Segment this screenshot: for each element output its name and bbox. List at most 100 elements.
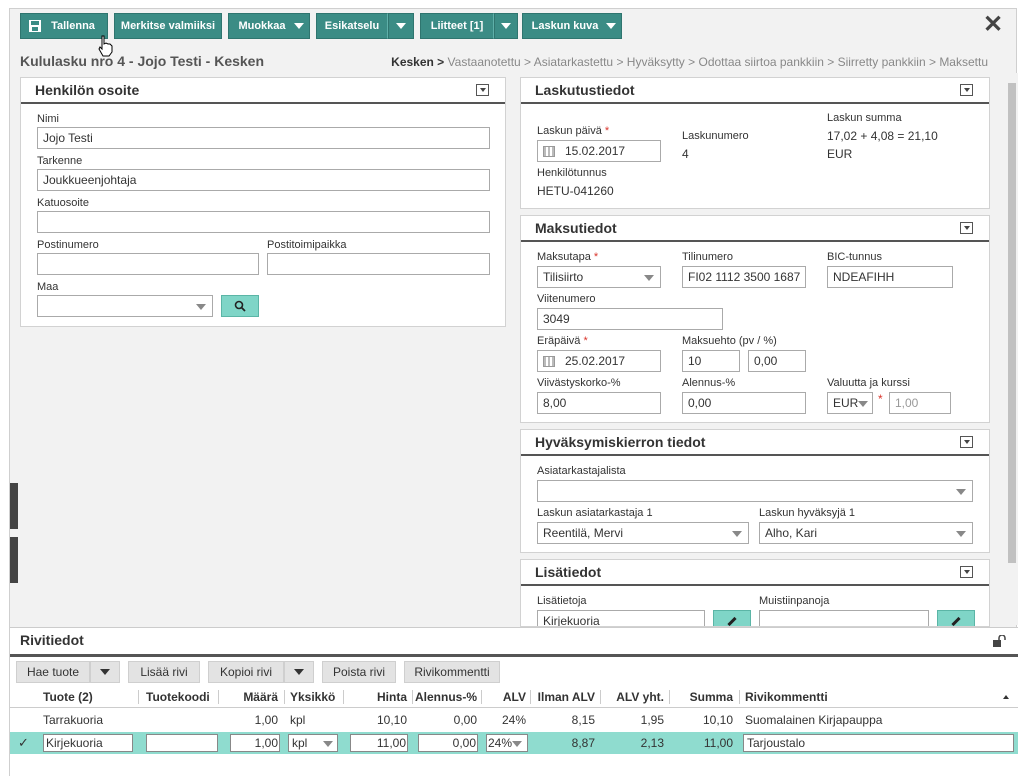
column-header[interactable]: Alennus-% bbox=[414, 690, 477, 704]
attachments-button[interactable]: Liitteet [1] bbox=[420, 13, 494, 39]
country-select[interactable] bbox=[37, 295, 213, 317]
product-cell-input[interactable] bbox=[43, 734, 133, 752]
scrollbar-thumb[interactable] bbox=[1008, 83, 1016, 563]
column-header[interactable]: ALV yht. bbox=[616, 690, 664, 704]
invoice-date-label: Laskun päivä * bbox=[537, 125, 610, 137]
step: Hyväksytty > bbox=[626, 55, 696, 69]
close-icon[interactable]: ✕ bbox=[982, 11, 1004, 38]
panel-title: Lisätiedot bbox=[535, 564, 602, 580]
comment-cell-input[interactable] bbox=[743, 734, 1014, 752]
side-panel-handle[interactable] bbox=[10, 537, 18, 583]
rows-section: Rivitiedot Hae tuote Lisää rivi Kopioi r… bbox=[10, 627, 1018, 777]
collapse-icon[interactable] bbox=[476, 84, 489, 96]
row-comments-button[interactable]: Rivikommentti bbox=[404, 661, 500, 683]
preview-button[interactable]: Esikatselu bbox=[316, 13, 388, 39]
column-header[interactable]: Hinta bbox=[377, 690, 407, 704]
collapse-icon[interactable] bbox=[960, 566, 973, 578]
page-title: Kululasku nro 4 - Jojo Testi - Kesken bbox=[20, 53, 265, 69]
mark-ready-button[interactable]: Merkitse valmiiksi bbox=[114, 13, 222, 39]
floppy-disk-icon bbox=[29, 20, 42, 32]
edit-notes-button[interactable] bbox=[937, 610, 975, 626]
interest-input[interactable]: 8,00 bbox=[537, 392, 661, 414]
required-marker: * bbox=[878, 392, 883, 406]
edit-menu-button[interactable]: Muokkaa bbox=[228, 13, 310, 39]
rows-title: Rivitiedot bbox=[20, 632, 84, 648]
copy-row-dropdown[interactable] bbox=[284, 661, 314, 683]
panel-title: Maksutiedot bbox=[535, 220, 617, 236]
column-header[interactable]: Yksikkö bbox=[290, 690, 336, 704]
postal-input[interactable] bbox=[37, 253, 259, 275]
invoice-date-input[interactable]: 15.02.2017 bbox=[537, 140, 661, 162]
preview-dropdown-button[interactable] bbox=[388, 13, 414, 39]
search-country-button[interactable] bbox=[221, 295, 259, 317]
calendar-icon bbox=[543, 145, 555, 157]
collapse-icon[interactable] bbox=[960, 222, 973, 234]
column-header[interactable]: Summa bbox=[689, 690, 733, 704]
city-input[interactable] bbox=[267, 253, 490, 275]
terms-days-input[interactable]: 10 bbox=[682, 350, 740, 372]
checker-select[interactable]: Reentilä, Mervi bbox=[537, 522, 749, 544]
exchange-rate-input[interactable]: 1,00 bbox=[889, 392, 951, 414]
column-header[interactable]: Määrä bbox=[243, 690, 278, 704]
side-panel-handle[interactable] bbox=[10, 483, 18, 529]
column-header[interactable]: Tuote (2) bbox=[43, 690, 93, 704]
quantity-cell-input[interactable] bbox=[230, 734, 280, 752]
discount-label: Alennus-% bbox=[682, 377, 736, 389]
step: Maksettu bbox=[939, 55, 988, 69]
collapse-icon[interactable] bbox=[960, 436, 973, 448]
code-cell-input[interactable] bbox=[146, 734, 218, 752]
payment-panel: Maksutiedot Maksutapa * Tilisiirto Tilin… bbox=[520, 215, 990, 423]
extra-input[interactable]: Joukkueenjohtaja bbox=[37, 169, 490, 191]
vat-cell-select[interactable] bbox=[486, 734, 528, 752]
payment-method-select[interactable]: Tilisiirto bbox=[537, 266, 661, 288]
delete-row-button[interactable]: Poista rivi bbox=[322, 661, 396, 683]
sort-asc-icon[interactable] bbox=[1003, 695, 1009, 699]
invoice-number-label: Laskunumero bbox=[682, 130, 749, 142]
column-header[interactable]: ALV bbox=[502, 690, 526, 704]
approver-select[interactable]: Alho, Kari bbox=[759, 522, 973, 544]
scrollbar[interactable] bbox=[1006, 73, 1018, 625]
unlock-icon[interactable] bbox=[992, 635, 1006, 647]
notes-input[interactable] bbox=[759, 610, 929, 626]
add-row-button[interactable]: Lisää rivi bbox=[128, 661, 200, 683]
billing-panel: Laskutustiedot Laskun päivä * 15.02.2017… bbox=[520, 77, 990, 209]
name-input[interactable]: Jojo Testi bbox=[37, 127, 490, 149]
city-label: Postitoimipaikka bbox=[267, 239, 347, 251]
invoice-number-value: 4 bbox=[682, 147, 689, 161]
table-row-selected[interactable]: ✓ Kirjekuoria 1,00 kpl 11,00 0,00 24% 8,… bbox=[10, 732, 1018, 754]
bic-input[interactable]: NDEAFIHH bbox=[827, 266, 953, 288]
due-date-input[interactable]: 25.02.2017 bbox=[537, 350, 661, 372]
chevron-down-icon bbox=[100, 669, 110, 675]
invoice-image-button[interactable]: Laskun kuva bbox=[522, 13, 622, 39]
column-header[interactable]: Tuotekoodi bbox=[146, 690, 210, 704]
save-button[interactable]: Tallenna bbox=[20, 13, 108, 39]
column-header[interactable]: Rivikommentti bbox=[745, 690, 828, 704]
attachments-dropdown-button[interactable] bbox=[494, 13, 518, 39]
account-input[interactable]: FI02 1112 3500 1687 bbox=[682, 266, 806, 288]
terms-percent-input[interactable]: 0,00 bbox=[748, 350, 806, 372]
extra-info-panel: Lisätiedot Lisätietoja Kirjekuoria Muist… bbox=[520, 559, 990, 627]
chevron-down-icon bbox=[956, 531, 966, 537]
street-input[interactable] bbox=[37, 211, 490, 233]
table-row[interactable]: Tarrakuoria 1,00 kpl 10,10 0,00 24% 8,15… bbox=[43, 713, 883, 727]
checker-list-select[interactable] bbox=[537, 480, 973, 502]
get-product-button[interactable]: Hae tuote bbox=[16, 661, 90, 683]
edit-info-button[interactable] bbox=[713, 610, 751, 626]
copy-row-button[interactable]: Kopioi rivi bbox=[208, 661, 284, 683]
reference-input[interactable]: 3049 bbox=[537, 308, 723, 330]
column-header[interactable]: Ilman ALV bbox=[537, 690, 595, 704]
currency-select[interactable]: EUR bbox=[827, 392, 873, 414]
step-current: Kesken > bbox=[391, 55, 445, 69]
currency-label: Valuutta ja kurssi bbox=[827, 377, 910, 389]
invoice-sum-value: 17,02 + 4,08 = 21,10 bbox=[827, 129, 938, 143]
discount-input[interactable]: 0,00 bbox=[682, 392, 806, 414]
reference-label: Viitenumero bbox=[537, 293, 596, 305]
collapse-icon[interactable] bbox=[960, 84, 973, 96]
person-id-value: HETU-041260 bbox=[537, 184, 614, 198]
get-product-dropdown[interactable] bbox=[90, 661, 120, 683]
price-cell-input[interactable] bbox=[350, 734, 408, 752]
address-panel: Henkilön osoite Nimi Jojo Testi Tarkenne… bbox=[20, 77, 506, 327]
unit-cell-select[interactable] bbox=[288, 734, 338, 752]
discount-cell-input[interactable] bbox=[418, 734, 478, 752]
info-input[interactable]: Kirjekuoria bbox=[537, 610, 705, 626]
